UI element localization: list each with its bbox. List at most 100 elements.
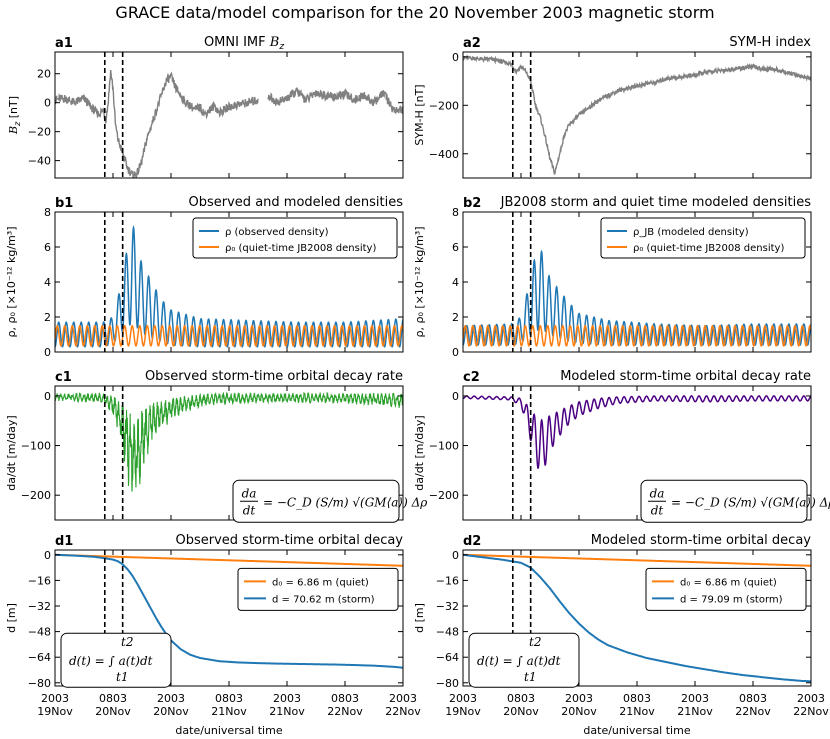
x-tick-label: 20Nov <box>95 705 131 718</box>
x-tick-label: 19Nov <box>445 705 481 718</box>
panel-label: b1 <box>55 196 73 211</box>
legend-box <box>645 567 807 611</box>
x-tick-label: 0803 <box>507 692 535 705</box>
x-tick-label: 2003 <box>157 692 185 705</box>
title-part: z <box>278 42 284 52</box>
panel-title: SYM-H index <box>729 35 811 50</box>
y-tick-label: 4 <box>44 276 51 289</box>
panel-label: b2 <box>463 196 481 211</box>
y-axis-label: Bz [nT] <box>7 96 22 135</box>
x-tick-label: 22Nov <box>327 705 363 718</box>
x-tick-label: 22Nov <box>735 705 771 718</box>
panel-title: Observed storm-time orbital decay rate <box>145 369 403 384</box>
series-b1-0 <box>55 224 403 348</box>
ylabel-part: [nT] <box>7 96 20 122</box>
x-tick-label: 22Nov <box>793 705 829 718</box>
plot-area-c2 <box>463 395 811 470</box>
x-tick-label: 2003 <box>797 692 825 705</box>
x-tick-label: 19Nov <box>37 705 73 718</box>
equation-upper-limit: t2 <box>121 635 133 649</box>
y-tick-label: −200 <box>21 489 51 502</box>
legend-entry: ρ₀ (quiet-time JB2008 density) <box>225 243 376 254</box>
equation-text: d(t) = ∫ a(t)dt <box>477 654 561 668</box>
panel-b2: 0 2 4 6 8 b2 JB2008 storm and quiet time model… <box>413 195 812 359</box>
y-tick-label: 6 <box>44 241 51 254</box>
x-tick-label: 0803 <box>215 692 243 705</box>
panel-title: Modeled storm-time orbital decay rate <box>560 369 811 384</box>
y-tick-label: 0 <box>44 97 51 110</box>
equation-denominator: dt <box>243 503 256 517</box>
title-part: OMNI IMF <box>204 35 270 50</box>
equation-text: d(t) = ∫ a(t)dt <box>69 654 153 668</box>
panel-b1: 0 2 4 6 8 b1 Observed and modeled densities ρ, … <box>5 195 404 359</box>
series-b2-1 <box>463 324 811 347</box>
legend-box <box>237 567 399 611</box>
y-tick-label: −80 <box>436 677 459 690</box>
y-tick-label: 2 <box>44 311 51 324</box>
x-tick-label: 21Nov <box>619 705 655 718</box>
y-tick-label: −48 <box>28 626 51 639</box>
x-tick-label: 22Nov <box>385 705 421 718</box>
panel-c1: 0 −100 −200 c1 Observed storm-time orbital d… <box>5 369 427 523</box>
x-tick-label: 21Nov <box>677 705 713 718</box>
series-d2-0 <box>463 553 811 567</box>
x-tick-label: 0803 <box>99 692 127 705</box>
plot-area-d1 <box>55 553 403 669</box>
equation-box <box>232 479 400 523</box>
y-tick-label: 0 <box>44 346 51 359</box>
x-tick-label: 20Nov <box>503 705 539 718</box>
y-axis-label: d [m] <box>413 603 426 633</box>
y-tick-label: −16 <box>436 574 459 587</box>
y-tick-label: 0 <box>44 390 51 403</box>
legend-box <box>600 217 806 259</box>
y-tick-label: −200 <box>429 99 459 112</box>
legend-entry: d = 70.62 m (storm) <box>272 594 375 605</box>
x-tick-label: 2003 <box>681 692 709 705</box>
y-tick-label: 8 <box>452 206 459 219</box>
series-a1-0 <box>55 69 259 178</box>
plot-area-a2 <box>463 54 811 176</box>
y-tick-label: −20 <box>28 126 51 139</box>
x-tick-label: 21Nov <box>211 705 247 718</box>
x-tick-label: 2003 <box>565 692 593 705</box>
y-tick-label: −64 <box>436 651 459 664</box>
panel-title: Observed and modeled densities <box>189 195 404 210</box>
legend-box <box>192 217 398 259</box>
plot-area-a1 <box>55 69 403 178</box>
plot-area-d2 <box>463 553 811 683</box>
y-tick-label: −100 <box>429 440 459 453</box>
plot-area-b1 <box>55 224 403 348</box>
panel-label: a1 <box>55 36 73 51</box>
panel-title: JB2008 storm and quiet time modeled dens… <box>500 195 812 210</box>
equation-numerator: da <box>242 486 257 500</box>
panel-label: c1 <box>55 370 72 385</box>
y-tick-label: −400 <box>429 148 459 161</box>
legend-entry: d₀ = 6.86 m (quiet) <box>272 577 369 588</box>
y-axis-label: da/dt [m/day] <box>5 415 18 490</box>
series-d2-1 <box>463 553 811 683</box>
x-tick-label: 0803 <box>331 692 359 705</box>
ylabel-part: z <box>13 121 22 127</box>
x-tick-label: 2003 <box>389 692 417 705</box>
x-tick-label: 21Nov <box>269 705 305 718</box>
x-tick-label: 20Nov <box>153 705 189 718</box>
x-tick-label: 2003 <box>449 692 477 705</box>
legend-entry: ρ₀ (quiet-time JB2008 density) <box>633 243 784 254</box>
equation-text: = −C_D (S/m) √(GM⟨a⟩) Δρ <box>263 495 427 509</box>
series-b1-1 <box>55 324 403 347</box>
y-tick-label: 0 <box>452 390 459 403</box>
equation-upper-limit: t2 <box>529 635 541 649</box>
y-axis-label: ρ, ρ₀ [×10⁻¹² kg/m³] <box>413 227 426 338</box>
y-tick-label: −200 <box>429 489 459 502</box>
y-tick-label: −16 <box>28 574 51 587</box>
equation-lower-limit: t1 <box>116 670 128 684</box>
legend-entry: ρ_JB (modeled density) <box>633 227 749 238</box>
panel-title: OMNI IMF Bz <box>204 35 284 52</box>
y-tick-label: 2 <box>452 311 459 324</box>
y-tick-label: 0 <box>452 346 459 359</box>
ylabel-part: B <box>7 126 20 135</box>
series-c2-0 <box>463 395 811 470</box>
y-tick-label: 6 <box>452 241 459 254</box>
series-b2-0 <box>463 249 811 346</box>
